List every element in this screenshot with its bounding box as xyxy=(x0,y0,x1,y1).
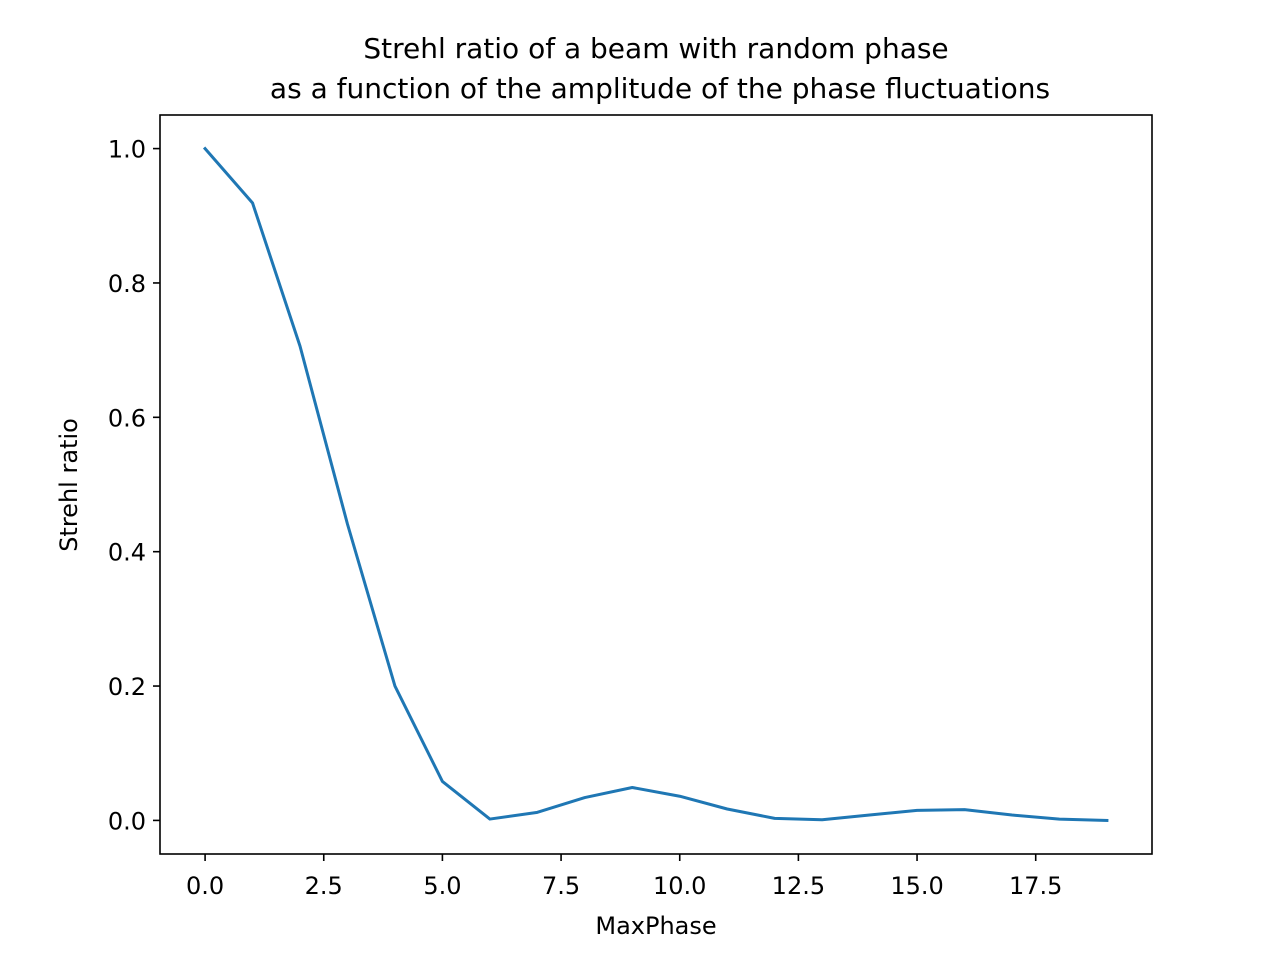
y-tick-label: 0.8 xyxy=(108,270,146,298)
x-tick-label: 2.5 xyxy=(305,872,343,900)
x-tick-label: 0.0 xyxy=(186,872,224,900)
series-group xyxy=(202,146,1109,822)
y-axis-label: Strehl ratio xyxy=(55,418,83,552)
y-tick-label: 0.2 xyxy=(108,673,146,701)
x-axis-label: MaxPhase xyxy=(595,912,716,940)
x-tick-label: 17.5 xyxy=(1009,872,1062,900)
axes-frame xyxy=(159,114,1153,855)
strehl-ratio-line xyxy=(202,146,1109,822)
y-tick-label: 0.6 xyxy=(108,404,146,432)
x-axis-ticks: 0.0 2.5 5.0 7.5 10.0 12.5 15.0 17.5 xyxy=(186,854,1062,900)
y-tick-label: 0.4 xyxy=(108,539,146,567)
x-tick-label: 12.5 xyxy=(772,872,825,900)
y-tick-label: 0.0 xyxy=(108,807,146,835)
y-tick-label: 1.0 xyxy=(108,136,146,164)
x-tick-label: 15.0 xyxy=(890,872,943,900)
chart-title-line-2: as a function of the amplitude of the ph… xyxy=(270,72,1050,105)
x-tick-label: 7.5 xyxy=(542,872,580,900)
x-tick-label: 10.0 xyxy=(653,872,706,900)
chart-title-line-1: Strehl ratio of a beam with random phase xyxy=(363,32,948,65)
x-tick-label: 5.0 xyxy=(423,872,461,900)
y-axis-ticks: 0.0 0.2 0.4 0.6 0.8 1.0 xyxy=(108,136,160,835)
